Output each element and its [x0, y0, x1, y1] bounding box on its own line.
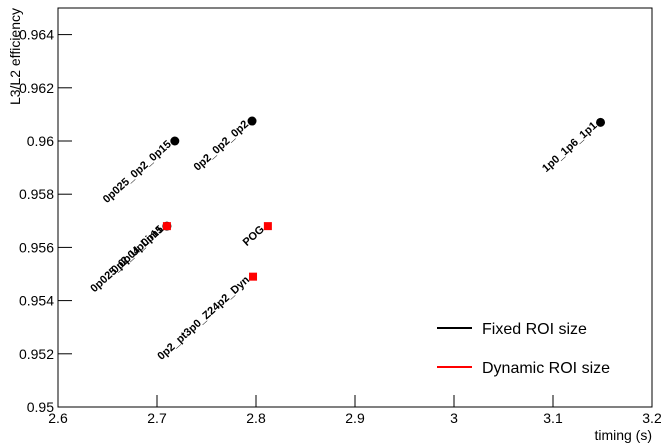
point-label: 0p2_UpLim1 [109, 223, 166, 276]
point-label: 0p025_0p2_0p15 [101, 138, 174, 205]
x-tick-label: 3.2 [642, 410, 661, 426]
y-tick-label: 0.956 [19, 239, 54, 255]
point-label: POG [241, 223, 267, 248]
legend-label: Fixed ROI size [482, 321, 587, 338]
point [170, 136, 180, 146]
point [162, 222, 171, 231]
x-tick-label: 2.7 [147, 410, 167, 426]
y-axis-label: L3/L2 efficiency [7, 8, 23, 105]
point-label: 0p2_pt3p0_Z24p2_Dyn [155, 274, 252, 363]
x-tick-label: 2.6 [48, 410, 68, 426]
point-label: 0p2_0p2_0p2 [192, 118, 251, 173]
y-tick-label: 0.958 [19, 186, 54, 202]
y-tick-label: 0.962 [19, 80, 54, 96]
x-axis-label: timing (s) [594, 427, 652, 443]
x-tick-label: 3.1 [543, 410, 563, 426]
y-tick-label: 0.954 [19, 293, 54, 309]
point [263, 222, 272, 231]
y-tick-label: 0.964 [19, 27, 54, 43]
point [247, 116, 257, 126]
y-tick-label: 0.95 [27, 399, 54, 415]
x-tick-label: 3 [450, 410, 458, 426]
y-tick-label: 0.96 [27, 133, 54, 149]
plot-frame [57, 7, 653, 408]
x-tick-label: 2.9 [345, 410, 365, 426]
legend-label: Dynamic ROI size [482, 360, 610, 377]
y-tick-label: 0.952 [19, 346, 54, 362]
point-label: 1p0_1p6_1p1 [540, 120, 599, 175]
point [249, 272, 258, 281]
point [596, 117, 606, 127]
x-tick-label: 2.8 [246, 410, 266, 426]
